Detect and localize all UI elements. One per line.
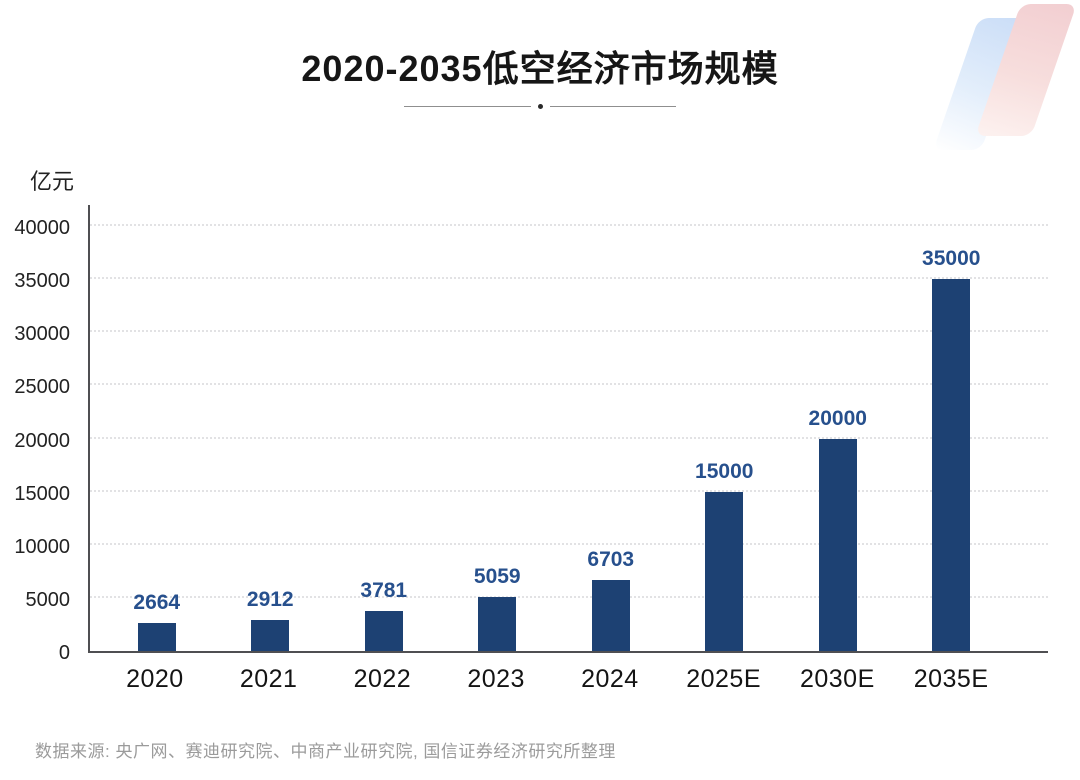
title-underline-decoration bbox=[404, 104, 676, 109]
gridline bbox=[90, 595, 1048, 598]
underline-left-segment bbox=[404, 106, 531, 107]
underline-right-segment bbox=[549, 106, 676, 107]
gridline bbox=[90, 489, 1048, 492]
chart-title: 2020-2035低空经济市场规模 bbox=[301, 48, 779, 89]
bar-slot: 20000 bbox=[781, 205, 895, 651]
bar bbox=[251, 620, 290, 651]
y-tick-label: 40000 bbox=[14, 217, 70, 239]
y-tick-label: 0 bbox=[58, 642, 70, 664]
y-tick-label: 35000 bbox=[14, 270, 70, 293]
bar-slot: 15000 bbox=[668, 205, 782, 651]
bar bbox=[478, 597, 517, 651]
bar bbox=[364, 610, 403, 651]
bar bbox=[705, 491, 744, 651]
gridline bbox=[90, 383, 1048, 386]
gridline bbox=[90, 277, 1048, 280]
x-tick-label: 2030E bbox=[799, 665, 875, 693]
bar-slot: 6703 bbox=[554, 205, 668, 651]
y-tick-label: 5000 bbox=[25, 588, 71, 611]
bar-slot: 2664 bbox=[100, 205, 214, 651]
x-axis-labels: 2020 2021 2022 2023 2024 2025E 2030E 2035E bbox=[88, 665, 1048, 694]
data-source-note: 数据来源: 央广网、赛迪研究院、中商产业研究院, 国信证券经济研究所整理 bbox=[35, 742, 616, 761]
x-tick-label: 2025E bbox=[686, 665, 762, 693]
bar-value-label: 2664 bbox=[133, 590, 181, 614]
gridline bbox=[90, 330, 1048, 333]
bar bbox=[591, 579, 630, 651]
x-tick-label: 2022 bbox=[353, 665, 412, 693]
y-axis-unit-label: 亿元 bbox=[30, 169, 75, 194]
gridline bbox=[90, 224, 1048, 226]
bar-value-label: 2912 bbox=[246, 588, 294, 612]
bar bbox=[932, 279, 971, 651]
y-tick-label: 25000 bbox=[14, 376, 70, 399]
gridline bbox=[90, 542, 1048, 545]
bar-slot: 3781 bbox=[327, 205, 441, 651]
underline-center-dot bbox=[537, 104, 543, 109]
bar-value-label: 5059 bbox=[473, 565, 521, 589]
x-tick-label: 2024 bbox=[581, 665, 639, 693]
gridline bbox=[90, 436, 1048, 439]
chart-header: 2020-2035低空经济市场规模 bbox=[0, 40, 1080, 109]
y-axis-tick-labels: 0 5000 10000 15000 20000 25000 30000 35000 40000 bbox=[0, 205, 80, 664]
bar-value-label: 35000 bbox=[922, 247, 981, 271]
plot-area: 2664 2912 3781 5059 6703 15000 20000 35000 bbox=[88, 205, 1048, 653]
x-tick-label: 2035E bbox=[913, 665, 989, 693]
x-tick-label: 2023 bbox=[467, 665, 525, 693]
bar-slot: 5059 bbox=[441, 205, 555, 651]
bar-value-label: 20000 bbox=[808, 406, 867, 430]
bar-value-label: 15000 bbox=[695, 459, 754, 483]
bar bbox=[818, 438, 857, 651]
bar-slot: 35000 bbox=[895, 205, 1009, 651]
y-tick-label: 15000 bbox=[14, 482, 70, 505]
bar bbox=[137, 622, 176, 651]
y-tick-label: 30000 bbox=[14, 323, 70, 346]
bar-value-label: 6703 bbox=[587, 547, 635, 571]
y-tick-label: 20000 bbox=[14, 429, 70, 452]
y-tick-label: 10000 bbox=[14, 535, 70, 558]
x-tick-label: 2020 bbox=[126, 665, 184, 693]
bar-value-label: 3781 bbox=[360, 578, 408, 602]
bars-row: 2664 2912 3781 5059 6703 15000 20000 35000 bbox=[90, 205, 1048, 651]
x-tick-label: 2021 bbox=[239, 665, 298, 693]
bar-slot: 2912 bbox=[214, 205, 328, 651]
